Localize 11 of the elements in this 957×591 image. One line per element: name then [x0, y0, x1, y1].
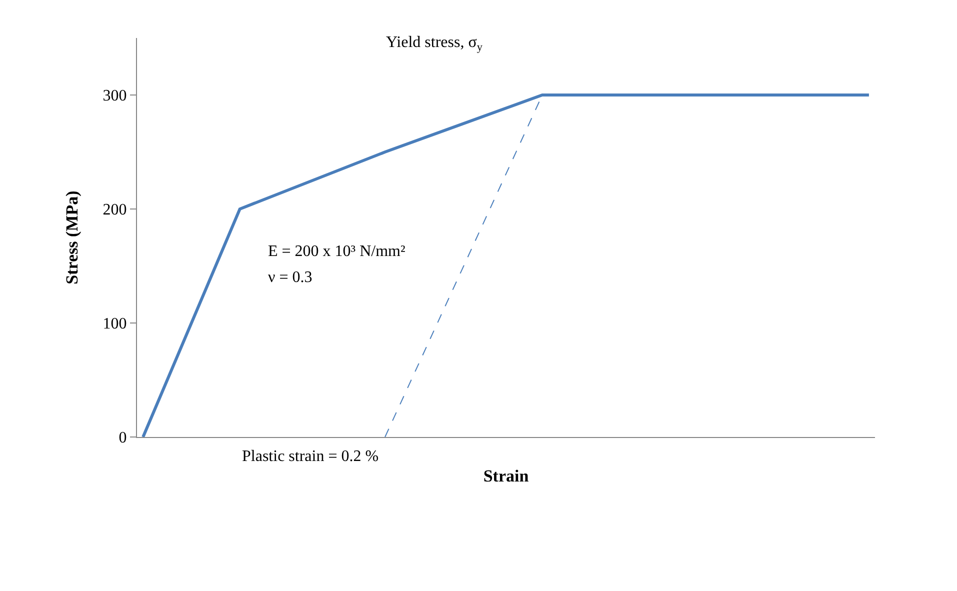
y-tick-label: 0: [118, 430, 127, 447]
annotation: ν = 0.3: [268, 269, 312, 286]
y-axis-title: Stress (MPa): [62, 190, 82, 284]
x-axis-title: Strain: [483, 466, 530, 486]
text: Plastic strain = 0.2 %: [242, 448, 379, 465]
y-tick-label: 200: [102, 202, 127, 219]
line-series: [142, 94, 870, 437]
y-tick-label: 100: [102, 316, 127, 333]
annotation: Yield stress, σ$_{y}$: [386, 34, 483, 54]
y-tick-label: 300: [102, 88, 127, 105]
annotation: E = 200 x 10³ N/mm²: [268, 243, 406, 260]
